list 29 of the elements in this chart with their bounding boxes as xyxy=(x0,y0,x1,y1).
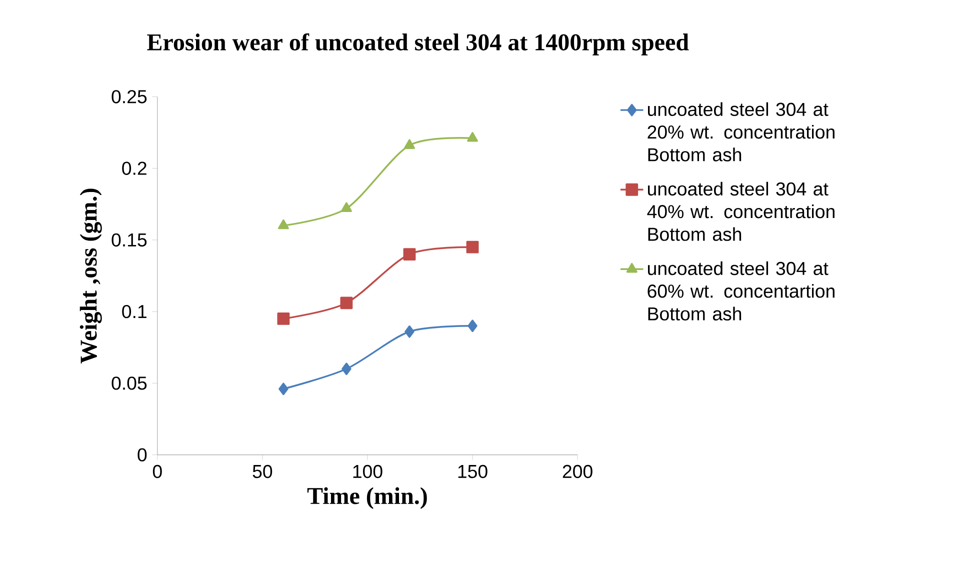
chart-title: Erosion wear of uncoated steel 304 at 1400rpm speed xyxy=(147,33,689,56)
y-tick-label: 0.05 xyxy=(112,376,147,390)
x-tick-label: 150 xyxy=(458,464,488,478)
point xyxy=(278,219,289,230)
y-tick-label: 0 xyxy=(138,448,147,462)
y-tick-label: 0.1 xyxy=(122,305,146,318)
x-tick-label: 0 xyxy=(152,464,162,478)
point xyxy=(403,248,416,261)
legend-label: uncoated steel 304 at 20% wt. concentration Bottom ash xyxy=(648,102,834,162)
point xyxy=(277,312,290,325)
x-axis-title: Time (min.) xyxy=(307,487,427,510)
y-tick-label: 0.15 xyxy=(112,233,147,247)
x-tick-label: 200 xyxy=(562,464,592,478)
legend-label: uncoated steel 304 at 40% wt. concentration Bottom ash xyxy=(647,182,834,241)
point xyxy=(404,325,414,338)
legend-label: uncoated steel 304 at 60% wt. concentartion Bottom ash xyxy=(648,261,834,321)
point xyxy=(467,132,478,142)
x-tick-label: 50 xyxy=(252,464,272,478)
point xyxy=(278,382,288,396)
point xyxy=(466,240,479,254)
point xyxy=(404,139,415,150)
y-axis-title: Weight ,oss (gm.) xyxy=(80,188,102,364)
y-tick-label: 0.25 xyxy=(112,90,147,104)
point xyxy=(342,362,352,376)
point xyxy=(340,202,352,212)
x-tick-label: 100 xyxy=(353,464,382,478)
point xyxy=(340,296,353,310)
y-tick-label: 0.2 xyxy=(122,162,146,175)
point xyxy=(468,320,478,332)
